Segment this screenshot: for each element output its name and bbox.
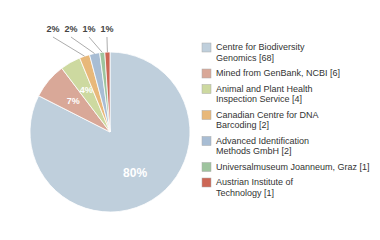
leader-line bbox=[89, 37, 102, 52]
data-label: 80% bbox=[123, 166, 147, 180]
legend-swatch bbox=[202, 178, 211, 187]
data-label: 1% bbox=[82, 24, 95, 34]
legend-label-line: Technology [1] bbox=[216, 188, 274, 198]
legend-label-line: Genomics [68] bbox=[216, 53, 274, 63]
legend-swatch bbox=[202, 85, 211, 94]
data-label: 2% bbox=[46, 24, 59, 34]
chart-container: 80% 7%4% 2% 2% 1% 1% Centre for BiodiversityGe… bbox=[0, 0, 380, 240]
leader-line bbox=[53, 37, 85, 56]
legend-label: Universalmuseum Joanneum, Graz [1] bbox=[216, 162, 370, 172]
legend-label-line: Canadian Centre for DNA bbox=[216, 110, 319, 120]
pie-slice bbox=[105, 52, 110, 132]
legend-label: Mined from GenBank, NCBI [6] bbox=[216, 68, 340, 78]
legend-label-line: Centre for Biodiversity bbox=[216, 42, 305, 52]
pie-slice bbox=[30, 52, 190, 212]
data-label: 1% bbox=[100, 24, 113, 34]
legend-swatch bbox=[202, 163, 211, 172]
legend-label-line: Austrian Institute of bbox=[216, 177, 294, 187]
chart: 80% 7%4% 2% 2% 1% 1% Centre for BiodiversityGe… bbox=[0, 0, 380, 240]
legend-label-line: Methods GmbH [2] bbox=[216, 146, 292, 156]
pie bbox=[30, 52, 190, 212]
legend-label: Centre for BiodiversityGenomics [68] bbox=[216, 42, 305, 63]
legend-label-line: Mined from GenBank, NCBI [6] bbox=[216, 68, 340, 78]
legend-label-line: Barcoding [2] bbox=[216, 120, 269, 130]
legend-label: Austrian Institute ofTechnology [1] bbox=[216, 177, 294, 198]
pie-slice bbox=[100, 52, 110, 132]
data-label: 4% bbox=[80, 85, 93, 95]
legend-swatch bbox=[202, 43, 211, 52]
legend-label-line: Inspection Service [4] bbox=[216, 94, 302, 104]
legend-label-line: Animal and Plant Health bbox=[216, 84, 313, 94]
data-label: 7% bbox=[67, 96, 80, 106]
legend-label: Animal and Plant HealthInspection Servic… bbox=[216, 84, 313, 105]
legend-swatch bbox=[202, 111, 211, 120]
legend: Centre for BiodiversityGenomics [68] Mine… bbox=[202, 42, 370, 198]
leader-line bbox=[106, 37, 107, 52]
legend-label-line: Universalmuseum Joanneum, Graz [1] bbox=[216, 162, 370, 172]
legend-swatch bbox=[202, 137, 211, 146]
legend-label: Advanced IdentificationMethods GmbH [2] bbox=[216, 136, 309, 157]
legend-label: Canadian Centre for DNABarcoding [2] bbox=[216, 110, 319, 131]
data-label: 2% bbox=[64, 24, 77, 34]
legend-label-line: Advanced Identification bbox=[216, 136, 309, 146]
data-labels: 80% 7%4% 2% 2% 1% 1% bbox=[46, 24, 147, 180]
legend-swatch bbox=[202, 69, 211, 78]
